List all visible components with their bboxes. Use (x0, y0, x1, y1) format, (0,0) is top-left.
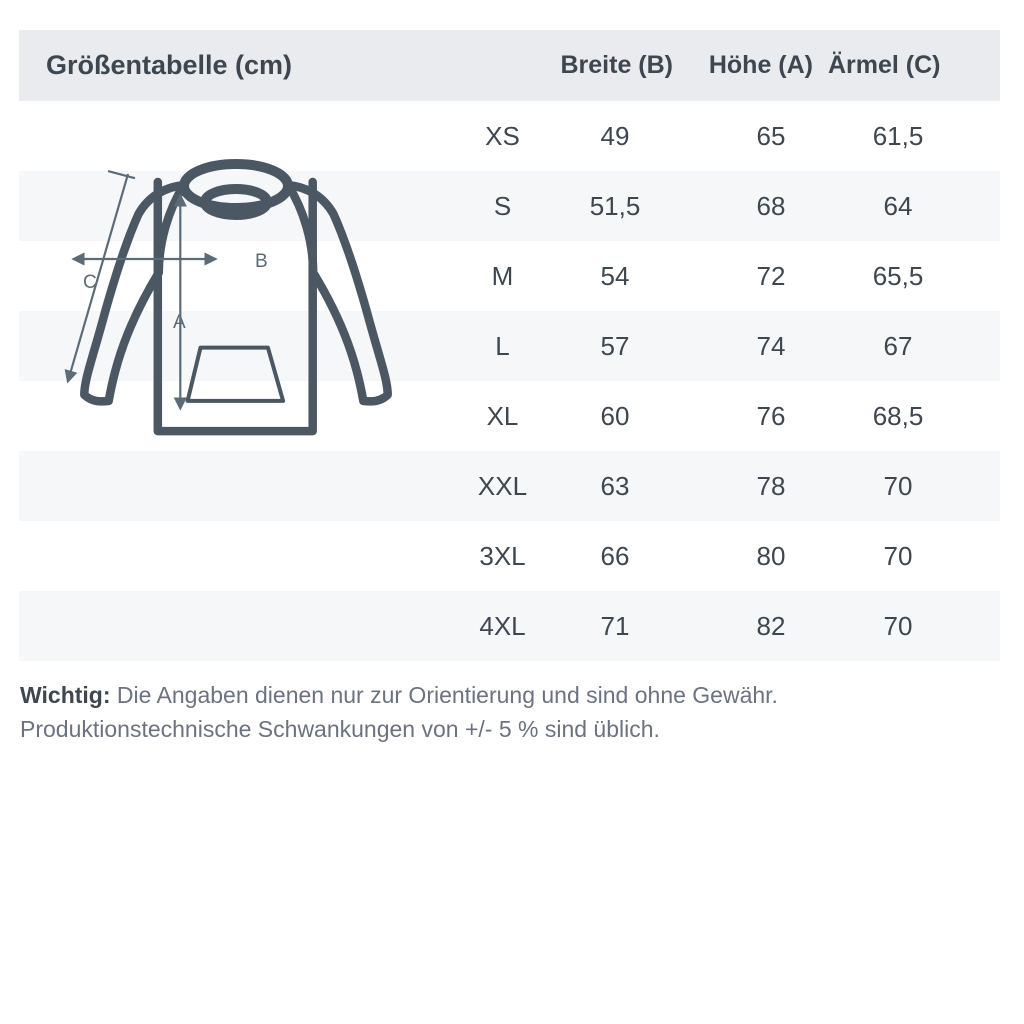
svg-text:A: A (173, 312, 186, 333)
svg-text:C: C (83, 272, 97, 293)
svg-text:B: B (255, 251, 268, 272)
